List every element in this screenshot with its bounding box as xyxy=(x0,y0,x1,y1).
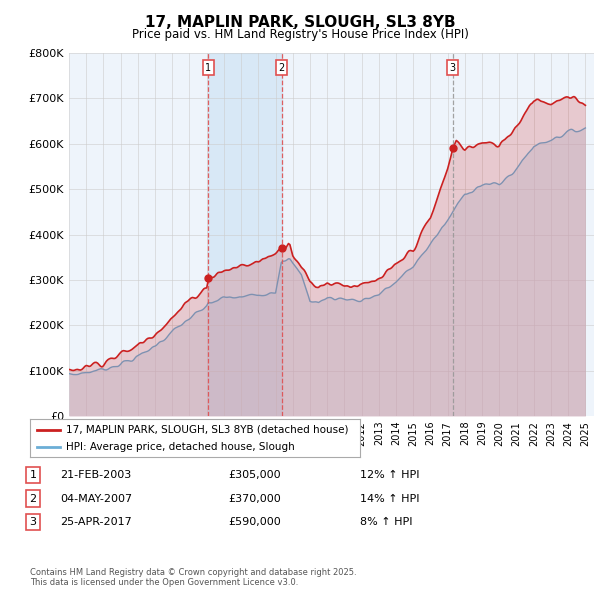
Text: 8% ↑ HPI: 8% ↑ HPI xyxy=(360,517,413,527)
Text: £370,000: £370,000 xyxy=(228,494,281,503)
Text: £590,000: £590,000 xyxy=(228,517,281,527)
Text: HPI: Average price, detached house, Slough: HPI: Average price, detached house, Slou… xyxy=(67,441,295,451)
Bar xyxy=(208,53,281,416)
Text: Price paid vs. HM Land Registry's House Price Index (HPI): Price paid vs. HM Land Registry's House … xyxy=(131,28,469,41)
Text: 17, MAPLIN PARK, SLOUGH, SL3 8YB (detached house): 17, MAPLIN PARK, SLOUGH, SL3 8YB (detach… xyxy=(67,425,349,435)
Text: 25-APR-2017: 25-APR-2017 xyxy=(60,517,132,527)
Text: 14% ↑ HPI: 14% ↑ HPI xyxy=(360,494,419,503)
Text: 2: 2 xyxy=(29,494,37,503)
Text: 3: 3 xyxy=(29,517,37,527)
Text: 1: 1 xyxy=(29,470,37,480)
Text: 3: 3 xyxy=(450,63,456,73)
Text: £305,000: £305,000 xyxy=(228,470,281,480)
Text: 04-MAY-2007: 04-MAY-2007 xyxy=(60,494,132,503)
Text: 2: 2 xyxy=(278,63,285,73)
Text: Contains HM Land Registry data © Crown copyright and database right 2025.
This d: Contains HM Land Registry data © Crown c… xyxy=(30,568,356,587)
Text: 21-FEB-2003: 21-FEB-2003 xyxy=(60,470,131,480)
Text: 17, MAPLIN PARK, SLOUGH, SL3 8YB: 17, MAPLIN PARK, SLOUGH, SL3 8YB xyxy=(145,15,455,30)
Text: 1: 1 xyxy=(205,63,211,73)
Text: 12% ↑ HPI: 12% ↑ HPI xyxy=(360,470,419,480)
